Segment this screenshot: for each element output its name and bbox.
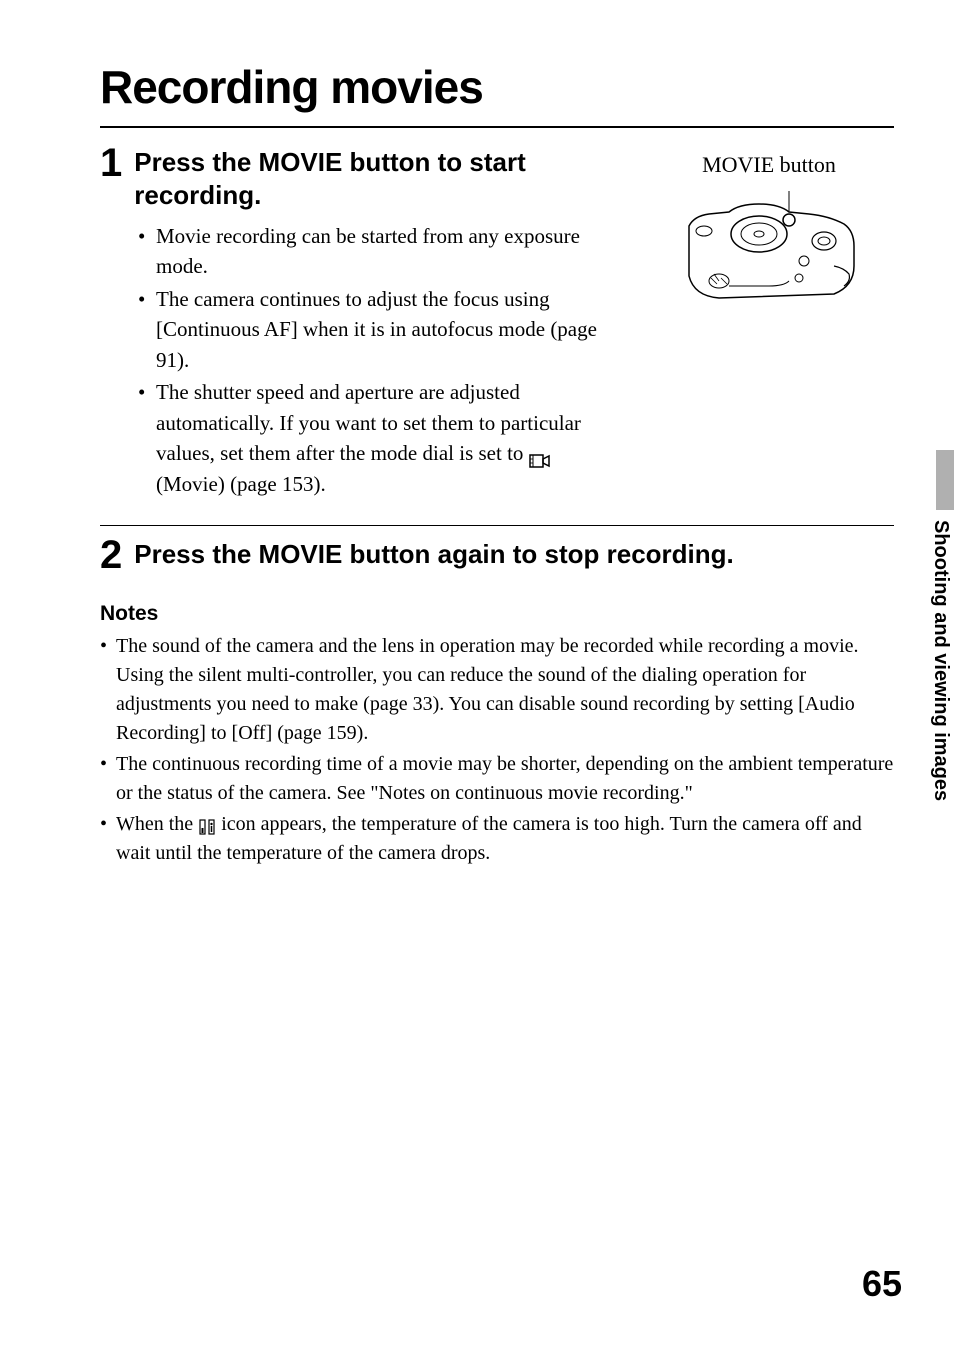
step-1-bullet-3-suffix: (Movie) (page 153). xyxy=(156,472,326,496)
step-2-number: 2 xyxy=(100,538,122,572)
page-number: 65 xyxy=(862,1263,902,1305)
step-1-bullets: Movie recording can be started from any … xyxy=(138,221,624,499)
title-divider xyxy=(100,126,894,128)
step-1-text-column: 1 Press the MOVIE button to start record… xyxy=(100,146,624,501)
movie-button-label: MOVIE button xyxy=(644,152,894,178)
camera-illustration-column: MOVIE button xyxy=(644,146,894,321)
step-1-bullet-2: The camera continues to adjust the focus… xyxy=(138,284,624,375)
step-1-row: 1 Press the MOVIE button to start record… xyxy=(100,146,894,501)
step-1-bullet-3-prefix: The shutter speed and aperture are adjus… xyxy=(156,380,581,465)
section-tab: Shooting and viewing images xyxy=(922,450,954,810)
section-tab-marker xyxy=(936,450,954,510)
note-1: The sound of the camera and the lens in … xyxy=(100,632,894,748)
notes-list: The sound of the camera and the lens in … xyxy=(100,632,894,868)
movie-mode-icon xyxy=(529,447,551,463)
step-1-bullet-1: Movie recording can be started from any … xyxy=(138,221,624,282)
step-1-number: 1 xyxy=(100,146,122,180)
step-1-heading: 1 Press the MOVIE button to start record… xyxy=(100,146,624,211)
step-1-heading-text: Press the MOVIE button to start recordin… xyxy=(134,146,624,211)
note-3-prefix: When the xyxy=(116,813,198,835)
step-1-bullet-3: The shutter speed and aperture are adjus… xyxy=(138,377,624,499)
step-2-heading: 2 Press the MOVIE button again to stop r… xyxy=(100,538,894,572)
page-title: Recording movies xyxy=(100,60,894,114)
step-2-heading-text: Press the MOVIE button again to stop rec… xyxy=(134,538,734,571)
note-2: The continuous recording time of a movie… xyxy=(100,750,894,808)
notes-heading: Notes xyxy=(100,602,894,626)
note-3-suffix: icon appears, the temperature of the cam… xyxy=(116,813,862,864)
step-divider xyxy=(100,525,894,526)
section-tab-label: Shooting and viewing images xyxy=(929,520,952,801)
overheat-warning-icon xyxy=(198,816,216,834)
note-3: When the icon appears, the temperature o… xyxy=(100,810,894,868)
page-content: Recording movies 1 Press the MOVIE butto… xyxy=(0,0,954,1345)
camera-top-view-icon xyxy=(669,186,869,316)
